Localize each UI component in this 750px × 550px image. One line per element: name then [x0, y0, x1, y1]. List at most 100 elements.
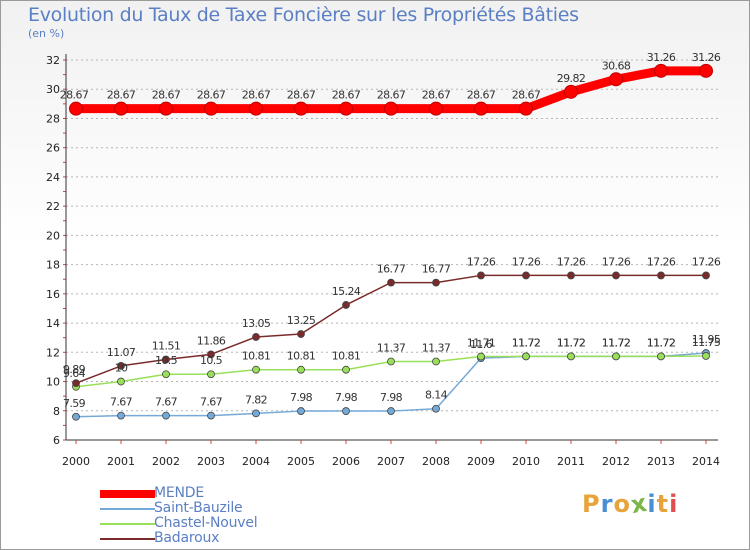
- data-point: [522, 271, 530, 280]
- data-label: 11.51: [152, 339, 181, 352]
- data-label: 10.5: [200, 354, 223, 367]
- data-point: [249, 101, 263, 116]
- data-label: 29.82: [557, 72, 586, 85]
- data-label: 9.64: [63, 367, 86, 380]
- data-point: [342, 407, 350, 415]
- data-point: [114, 101, 128, 116]
- data-label: 17.26: [557, 255, 586, 268]
- data-label: 28.67: [422, 89, 451, 102]
- logo-letter: o: [613, 490, 631, 518]
- x-tick-label: 2003: [197, 455, 225, 468]
- data-point: [519, 101, 533, 116]
- data-point: [384, 101, 398, 116]
- data-label: 11.75: [692, 336, 721, 349]
- x-tick-label: 2013: [647, 455, 675, 468]
- data-point: [609, 72, 623, 87]
- data-label: 11.72: [602, 336, 631, 349]
- data-point: [162, 411, 170, 420]
- data-point: [432, 404, 440, 413]
- x-tick-label: 2011: [557, 455, 585, 468]
- x-tick-label: 2007: [377, 455, 405, 468]
- data-label: 10.5: [155, 354, 178, 367]
- data-label: 11.95: [692, 333, 721, 346]
- x-tick-label: 2008: [422, 455, 450, 468]
- data-label: 10: [115, 362, 128, 375]
- data-point: [159, 101, 173, 116]
- data-label: 7.67: [110, 396, 133, 409]
- data-label: 9.89: [63, 363, 86, 376]
- legend-label: MENDE: [154, 485, 205, 501]
- data-label: 28.67: [287, 89, 316, 102]
- data-label: 10.81: [242, 350, 271, 363]
- y-tick-label: 22: [46, 200, 60, 213]
- chart-title: Evolution du Taux de Taxe Foncière sur l…: [28, 4, 579, 26]
- x-tick-label: 2002: [152, 455, 180, 468]
- data-label: 11.86: [197, 334, 226, 347]
- x-tick-label: 2012: [602, 455, 630, 468]
- data-label: 28.67: [60, 89, 89, 102]
- logo-letter: i: [669, 490, 679, 518]
- x-tick-label: 2004: [242, 455, 270, 468]
- data-label: 16.77: [377, 263, 406, 276]
- data-point: [72, 412, 80, 421]
- data-point: [612, 352, 620, 361]
- data-point: [342, 365, 350, 374]
- y-tick-label: 32: [46, 54, 60, 67]
- data-label: 11.37: [377, 342, 406, 355]
- data-label: 7.98: [290, 391, 313, 404]
- data-label: 28.67: [467, 89, 496, 102]
- data-label: 17.26: [467, 255, 496, 268]
- data-point: [207, 411, 215, 420]
- y-axis-unit: (en %): [28, 27, 65, 40]
- data-label: 30.68: [602, 59, 631, 72]
- data-point: [342, 301, 350, 309]
- series-mende: [69, 63, 713, 116]
- legend-swatch: [100, 490, 155, 498]
- legend-swatch: [100, 523, 155, 525]
- data-point: [702, 271, 710, 280]
- y-tick-label: 26: [46, 142, 60, 155]
- data-point: [207, 370, 215, 379]
- data-label: 17.26: [602, 255, 631, 268]
- logo-letter: t: [656, 490, 670, 518]
- data-point: [72, 379, 80, 388]
- data-point: [522, 352, 530, 361]
- data-point: [474, 101, 488, 116]
- data-label: 11.72: [512, 336, 541, 349]
- data-point: [207, 350, 215, 359]
- legend-label: Chastel-Nouvel: [154, 515, 258, 531]
- data-point: [387, 357, 395, 366]
- data-point: [564, 84, 578, 99]
- data-label: 11.72: [512, 336, 541, 349]
- data-label: 17.26: [512, 255, 541, 268]
- data-point: [204, 101, 218, 116]
- data-label: 17.26: [692, 255, 721, 268]
- data-label: 28.67: [107, 89, 136, 102]
- data-point: [297, 365, 305, 374]
- x-tick-label: 2014: [692, 455, 720, 468]
- data-point: [477, 271, 485, 280]
- legend-swatch: [100, 508, 155, 510]
- x-tick-label: 2009: [467, 455, 495, 468]
- y-tick-label: 24: [46, 171, 60, 184]
- x-tick-label: 2006: [332, 455, 360, 468]
- y-tick-label: 16: [46, 288, 60, 301]
- legend-label: Badaroux: [154, 530, 220, 546]
- x-tick-label: 2001: [107, 455, 135, 468]
- data-label: 13.05: [242, 317, 271, 330]
- data-label: 7.67: [155, 396, 178, 409]
- legend-label: Saint-Bauzile: [154, 500, 243, 516]
- data-label: 11.72: [647, 336, 676, 349]
- data-label: 7.98: [335, 391, 358, 404]
- data-label: 7.98: [380, 391, 403, 404]
- data-label: 10.81: [332, 350, 361, 363]
- data-point: [162, 355, 170, 364]
- x-tick-label: 2000: [62, 455, 90, 468]
- data-label: 11.72: [647, 336, 676, 349]
- data-point: [477, 352, 485, 361]
- data-label: 11.72: [557, 336, 586, 349]
- data-point: [432, 278, 440, 287]
- data-label: 17.26: [647, 255, 676, 268]
- data-label: 28.67: [512, 89, 541, 102]
- data-point: [117, 377, 125, 386]
